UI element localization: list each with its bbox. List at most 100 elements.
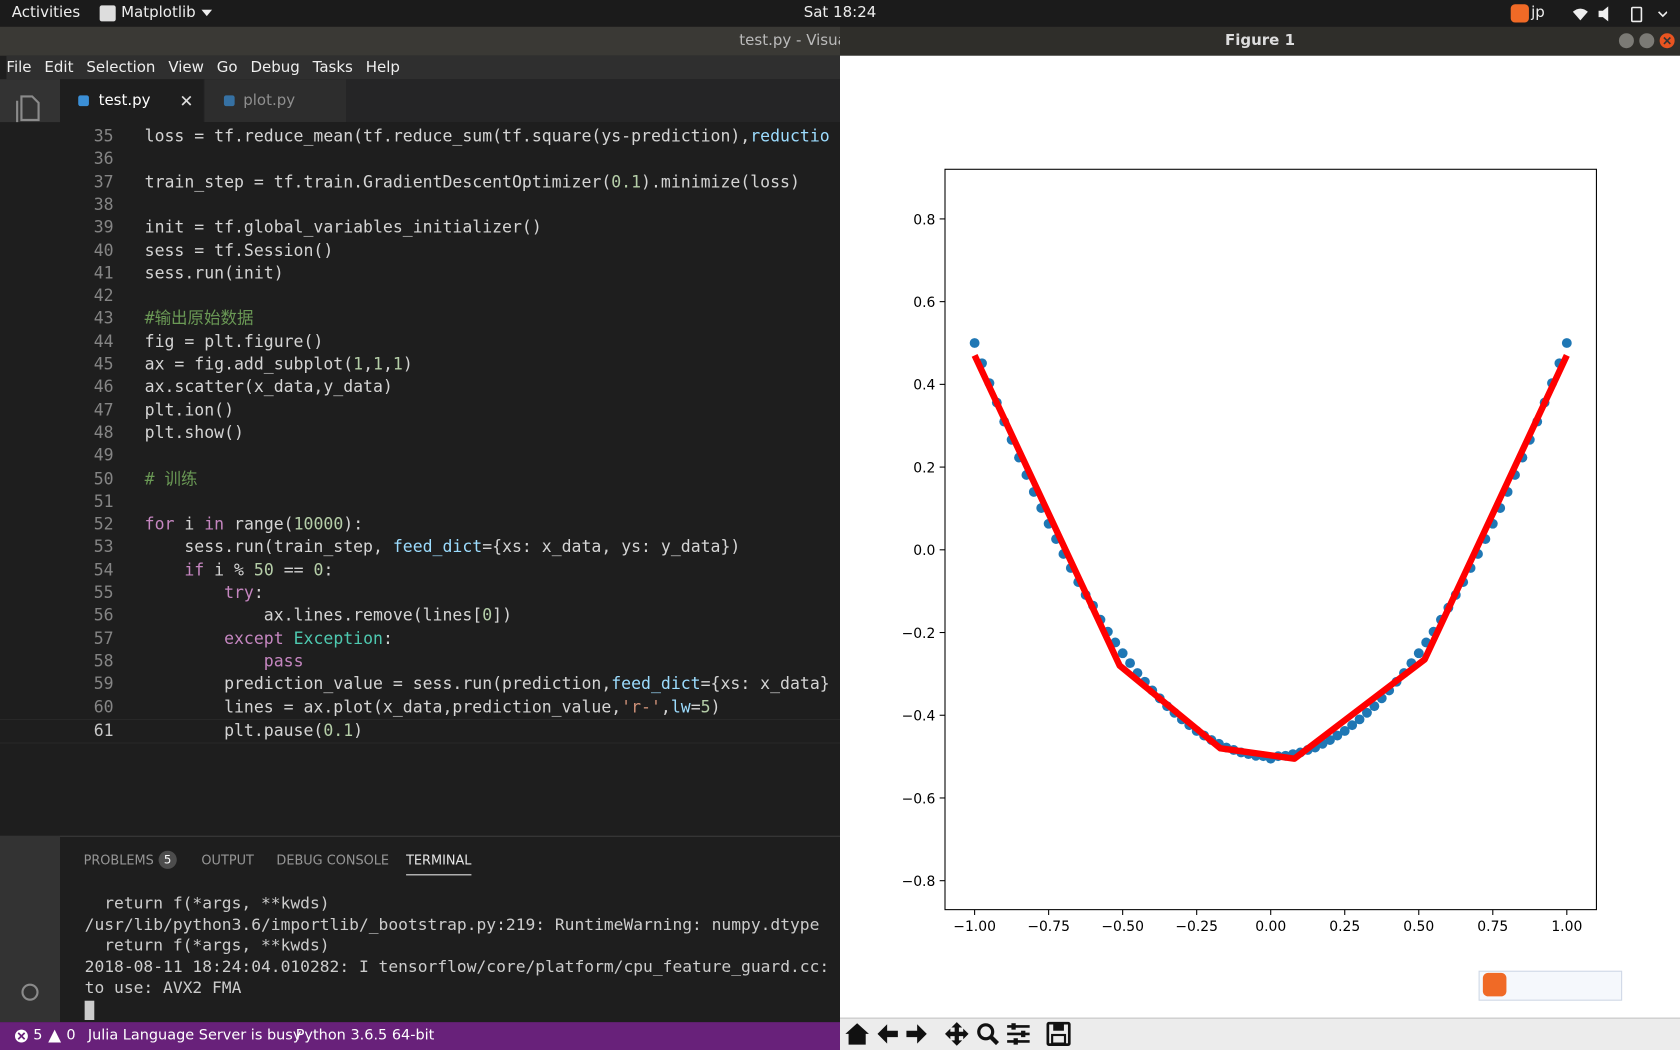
code-text: prediction_value = sess.run(prediction,f… — [144, 674, 830, 694]
code-text: plt.pause(0.1) — [144, 720, 364, 741]
line-number: 55 — [93, 582, 114, 603]
line-number: 49 — [93, 445, 114, 466]
code-line: 40 sess = tf.Session() — [0, 239, 840, 262]
code-line: 37 train_step = tf.train.GradientDescentO… — [0, 171, 840, 194]
code-line: 52 for i in range(10000): — [0, 513, 840, 536]
menu-item[interactable]: Tasks — [312, 58, 353, 77]
python-icon — [223, 95, 235, 107]
activities[interactable]: Activities — [11, 4, 81, 22]
tab-close[interactable] — [181, 95, 192, 106]
tab-label[interactable]: test.py — [98, 92, 151, 110]
panel — [60, 835, 841, 1024]
code-line: 38 — [0, 194, 840, 217]
line-number: 60 — [93, 696, 114, 717]
terminal-line: /usr/lib/python3.6/importlib/_bootstrap.… — [84, 914, 820, 934]
panel-tab[interactable]: OUTPUT — [201, 852, 254, 868]
top-bar — [0, 0, 1680, 27]
code-line: 44 fig = plt.figure() — [0, 331, 840, 354]
scatter-point — [1561, 338, 1572, 348]
x-tick-label: −0.75 — [1027, 919, 1070, 935]
code-text: plt.ion() — [144, 400, 235, 420]
line-number: 59 — [93, 674, 114, 694]
code-text: except Exception: — [224, 628, 393, 648]
code-line: 55 try: — [0, 582, 840, 605]
warning-count[interactable]: 0 — [66, 1026, 76, 1044]
code-line: 49 — [0, 445, 840, 468]
code-text: sess = tf.Session() — [144, 240, 334, 260]
terminal-line: return f(*args, **kwds) — [84, 935, 330, 956]
menu-item[interactable]: Help — [365, 58, 400, 77]
window-controls[interactable] — [1616, 31, 1680, 50]
code-text: #输出原始数据 — [144, 308, 254, 329]
scatter-point — [1325, 735, 1335, 745]
x-tick-label: −0.50 — [1101, 919, 1144, 935]
menu-item[interactable]: Edit — [44, 58, 74, 77]
menu-item[interactable]: Selection — [86, 58, 156, 77]
app-icon — [99, 5, 116, 22]
line-number: 54 — [93, 560, 114, 580]
tray-icons[interactable] — [1571, 5, 1668, 23]
menu-item[interactable]: View — [168, 58, 204, 77]
code-text: lines = ax.plot(x_data,prediction_value,… — [144, 696, 721, 717]
ime-label[interactable]: jp — [1531, 4, 1545, 22]
line-number: 47 — [93, 400, 114, 420]
plot-frame — [944, 168, 1597, 911]
line-number: 35 — [93, 126, 114, 146]
terminal-cursor — [84, 1000, 95, 1021]
panel-tab[interactable]: PROBLEMS — [83, 852, 154, 868]
julia-status[interactable]: Julia Language Server is busy — [87, 1026, 302, 1044]
editor[interactable]: 35 loss = tf.reduce_mean(tf.reduce_sum(tf… — [0, 122, 841, 836]
problems-badge: 5 — [158, 850, 177, 869]
code-text: sess.run(train_step, feed_dict={xs: x_da… — [144, 537, 741, 557]
code-text: loss = tf.reduce_mean(tf.reduce_sum(tf.s… — [144, 126, 830, 146]
y-tick-label: 0.2 — [913, 460, 935, 476]
menu-item[interactable]: File — [6, 58, 32, 77]
x-tick-label: −1.00 — [953, 919, 996, 935]
code-line: 53 sess.run(train_step, feed_dict={xs: x… — [0, 536, 840, 559]
status-bar — [0, 1022, 841, 1050]
code-line: 46 ax.scatter(x_data,y_data) — [0, 376, 840, 399]
terminal[interactable]: return f(*args, **kwds)/usr/lib/python3.… — [0, 894, 840, 1023]
scatter-point — [1413, 648, 1424, 659]
line-number: 42 — [93, 286, 114, 306]
ime-icon[interactable] — [1510, 4, 1529, 23]
error-count[interactable]: 5 — [33, 1026, 43, 1044]
panel-tab-active[interactable]: TERMINAL — [406, 853, 472, 876]
tab-label[interactable]: plot.py — [243, 92, 296, 110]
line-number: 56 — [93, 605, 114, 625]
line-number: 58 — [93, 651, 114, 671]
python-status[interactable]: Python 3.6.5 64-bit — [295, 1026, 435, 1044]
code-text: ax.lines.remove(lines[0]) — [144, 605, 513, 625]
code-line: 41 sess.run(init) — [0, 262, 840, 285]
code-text: ax = fig.add_subplot(1,1,1) — [144, 354, 413, 374]
code-text: init = tf.global_variables_initializer() — [144, 217, 542, 237]
code-text: train_step = tf.train.GradientDescentOpt… — [144, 172, 800, 192]
line-number: 39 — [93, 217, 114, 237]
toolbar-buttons[interactable] — [842, 1020, 1078, 1048]
terminal-line: return f(*args, **kwds) — [84, 893, 330, 913]
scatter-point — [1362, 707, 1372, 718]
code-text: sess.run(init) — [144, 263, 284, 283]
code-text: pass — [263, 651, 304, 671]
code-line: 45 ax = fig.add_subplot(1,1,1) — [0, 354, 840, 377]
code-text: for i in range(10000): — [144, 514, 364, 534]
code-text: plt.show() — [144, 423, 244, 443]
terminal-line: 2018-08-11 18:24:04.010282: I tensorflow… — [84, 956, 830, 977]
line-number: 37 — [93, 172, 114, 192]
code-line: 51 — [0, 490, 840, 513]
code-line: 57 except Exception: — [0, 627, 840, 650]
code-line: 36 — [0, 148, 840, 171]
menu-item[interactable]: Debug — [250, 58, 300, 77]
app-menu[interactable]: Matplotlib — [121, 4, 196, 22]
line-number: 57 — [93, 628, 114, 648]
code-line: 50 # 训练 — [0, 468, 840, 491]
code-line: 59 prediction_value = sess.run(predictio… — [0, 673, 840, 696]
menu-item[interactable]: Go — [216, 58, 238, 77]
line-number: 43 — [93, 308, 114, 329]
panel-tab[interactable]: DEBUG CONSOLE — [276, 852, 390, 868]
figure-canvas — [840, 55, 1680, 1018]
python-icon — [78, 95, 89, 107]
code-line: 54 if i % 50 == 0: — [0, 559, 840, 582]
